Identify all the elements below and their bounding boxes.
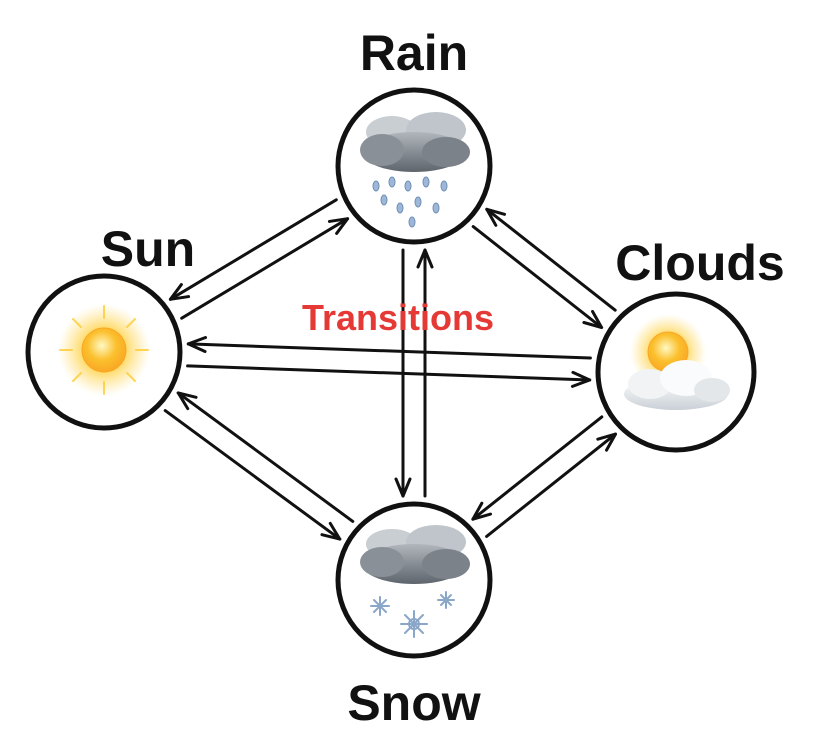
transition-arrow-rain-to-clouds	[471, 225, 604, 329]
state-node-rain	[335, 87, 493, 245]
transitions-annotation: Transitions	[301, 297, 495, 338]
snow-cloud-icon	[360, 525, 470, 638]
state-node-snow	[335, 501, 493, 659]
state-node-clouds	[595, 291, 757, 453]
state-node-sun	[25, 273, 183, 431]
transition-arrow-clouds-to-snow	[471, 415, 604, 521]
state-label-rain: Rain	[359, 25, 469, 81]
transition-arrow-sun-to-clouds	[186, 364, 592, 388]
sun-behind-cloud-icon	[624, 314, 730, 410]
state-label-sun: Sun	[100, 221, 196, 277]
state-label-clouds: Clouds	[615, 235, 785, 291]
sun-icon	[58, 304, 150, 396]
transition-arrow-snow-to-sun	[176, 391, 355, 523]
transition-arrow-snow-to-clouds	[485, 432, 617, 538]
transition-arrow-sun-to-rain	[180, 217, 350, 320]
transition-arrow-rain-to-sun	[168, 198, 338, 301]
transition-arrow-clouds-to-rain	[485, 207, 617, 312]
transition-arrow-clouds-to-sun	[186, 336, 592, 360]
rain-cloud-icon	[360, 112, 470, 228]
transition-arrow-sun-to-snow	[163, 409, 342, 541]
state-label-snow: Snow	[347, 675, 481, 731]
transition-arrows	[163, 198, 617, 541]
